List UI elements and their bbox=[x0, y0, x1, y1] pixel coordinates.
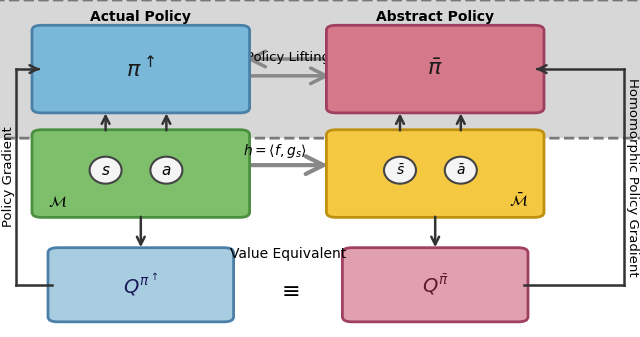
Text: Policy Lifting: Policy Lifting bbox=[246, 51, 330, 64]
Text: $\equiv$: $\equiv$ bbox=[276, 280, 300, 300]
FancyBboxPatch shape bbox=[326, 130, 544, 217]
Text: $\bar{\pi}$: $\bar{\pi}$ bbox=[428, 59, 443, 79]
Text: $\bar{a}$: $\bar{a}$ bbox=[456, 163, 465, 178]
Ellipse shape bbox=[384, 157, 416, 184]
Text: $\mathcal{M}$: $\mathcal{M}$ bbox=[48, 194, 67, 209]
Ellipse shape bbox=[150, 157, 182, 184]
Text: $\bar{s}$: $\bar{s}$ bbox=[396, 163, 404, 178]
Ellipse shape bbox=[90, 157, 122, 184]
FancyBboxPatch shape bbox=[342, 248, 528, 322]
Ellipse shape bbox=[445, 157, 477, 184]
FancyBboxPatch shape bbox=[32, 25, 250, 113]
Text: $\bar{\mathcal{M}}$: $\bar{\mathcal{M}}$ bbox=[509, 191, 528, 209]
Text: $s$: $s$ bbox=[100, 163, 111, 178]
Text: Actual Policy: Actual Policy bbox=[90, 10, 191, 24]
Text: Policy Gradient: Policy Gradient bbox=[2, 127, 15, 227]
Text: Homomorphic Policy Gradient: Homomorphic Policy Gradient bbox=[627, 78, 639, 276]
FancyBboxPatch shape bbox=[32, 130, 250, 217]
Text: $Q^{\pi^{\uparrow}}$: $Q^{\pi^{\uparrow}}$ bbox=[123, 271, 159, 298]
Text: $a$: $a$ bbox=[161, 163, 172, 178]
Text: $h=\langle f, g_s\rangle$: $h=\langle f, g_s\rangle$ bbox=[243, 142, 307, 160]
FancyBboxPatch shape bbox=[326, 25, 544, 113]
Text: $Q^{\bar{\pi}}$: $Q^{\bar{\pi}}$ bbox=[422, 273, 449, 297]
FancyBboxPatch shape bbox=[0, 0, 640, 138]
Text: $\pi^{\uparrow}$: $\pi^{\uparrow}$ bbox=[126, 57, 156, 81]
FancyBboxPatch shape bbox=[48, 248, 234, 322]
Text: Abstract Policy: Abstract Policy bbox=[376, 10, 494, 24]
Text: Value Equivalent: Value Equivalent bbox=[230, 247, 346, 261]
